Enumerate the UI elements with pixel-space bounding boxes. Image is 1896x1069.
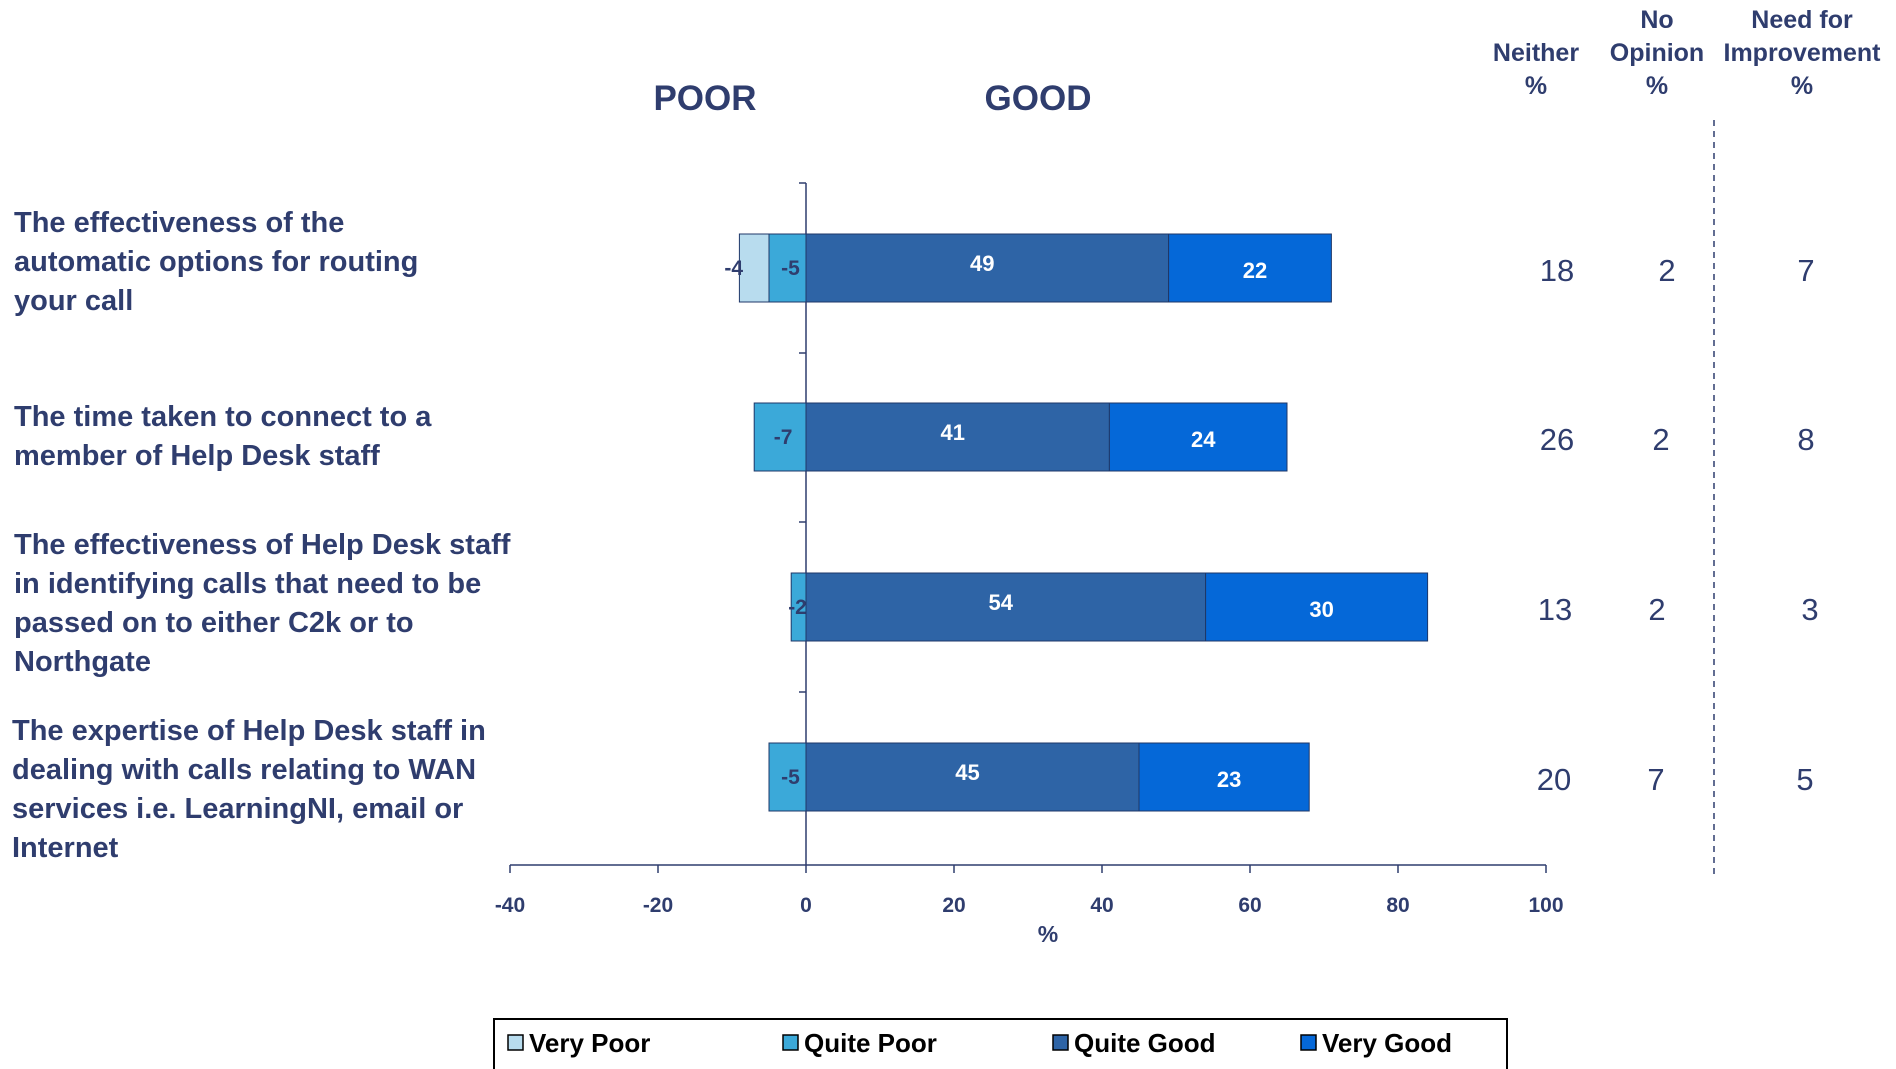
bar-value-label: 30	[1309, 597, 1333, 622]
chart-headers: POOR GOOD	[653, 79, 1091, 118]
legend-label: Very Good	[1322, 1028, 1452, 1058]
extra-column-header: %	[1525, 72, 1547, 100]
bar-value-label: 22	[1243, 258, 1267, 283]
category-labels: The effectiveness of the automatic option…	[12, 207, 511, 864]
legend-label: Very Poor	[529, 1028, 650, 1058]
bar-value-label: 54	[989, 590, 1014, 615]
x-tick-label: 40	[1090, 894, 1113, 917]
bar-segment	[1205, 572, 1429, 642]
legend-swatch	[1052, 1034, 1069, 1051]
header-good: GOOD	[985, 79, 1092, 118]
category-label-line: dealing with calls relating to WAN	[12, 754, 476, 786]
bar-value-label: -5	[781, 766, 800, 789]
extra-column-header: Need for	[1751, 6, 1853, 34]
bar-value-label: -7	[774, 426, 793, 449]
extra-column-value: 5	[1796, 762, 1813, 797]
extra-column-value: 2	[1652, 422, 1669, 457]
x-axis-label: %	[1038, 921, 1058, 947]
category-label-line: The time taken to connect to a	[14, 401, 432, 433]
category-label-line: The effectiveness of Help Desk staff	[14, 529, 511, 561]
extra-column-header: Neither	[1493, 39, 1579, 67]
category-label-line: The expertise of Help Desk staff in	[12, 715, 486, 747]
extra-column-value: 13	[1538, 592, 1572, 627]
legend-swatch	[782, 1034, 799, 1051]
category-label-line: services i.e. LearningNI, email or	[12, 793, 463, 825]
bar-segment	[768, 233, 807, 303]
extra-column-header: Improvement	[1724, 39, 1882, 67]
extra-column-header: No	[1640, 6, 1673, 34]
bar-segment	[738, 233, 770, 303]
x-tick-label: 80	[1386, 894, 1409, 917]
bar-value-label: -2	[788, 596, 807, 619]
category-label-line: member of Help Desk staff	[14, 440, 380, 472]
bar-segment	[805, 742, 1140, 812]
bar-value-label: 24	[1191, 427, 1216, 452]
legend-label: Quite Good	[1074, 1028, 1216, 1058]
legend: Very Poor Quite Poor Quite Good Very Good	[493, 1018, 1508, 1069]
bars: -5 -4 49 22 -7 41 24 -2 54 30 -5 45 23	[724, 233, 1429, 812]
x-tick-label: 20	[942, 894, 965, 917]
category-label: The time taken to connect to a member of …	[14, 401, 432, 472]
category-label-line: passed on to either C2k or to	[14, 607, 414, 639]
extra-column-value: 2	[1658, 253, 1675, 288]
category-label-line: Internet	[12, 832, 119, 864]
category-label: The effectiveness of Help Desk staff in i…	[14, 529, 511, 678]
bar-segment	[805, 402, 1110, 472]
bar-segment	[1108, 402, 1288, 472]
bar-segment	[805, 233, 1170, 303]
extra-column-value: 7	[1797, 253, 1814, 288]
x-axis: -40 -20 0 20 40 60 80 100%	[495, 182, 1564, 947]
extra-column-header: %	[1646, 72, 1668, 100]
category-label-line: The effectiveness of the	[14, 207, 344, 239]
legend-swatch	[507, 1034, 524, 1051]
category-label-line: automatic options for routing	[14, 246, 418, 278]
extra-column-value: 20	[1537, 762, 1571, 797]
bar-value-label: 49	[970, 251, 994, 276]
bar-value-label: 23	[1217, 767, 1241, 792]
bar-value-label: 45	[955, 760, 979, 785]
extra-column-header: Opinion	[1610, 39, 1704, 67]
legend-swatch	[1300, 1034, 1317, 1051]
x-tick-label: 0	[800, 894, 812, 917]
header-poor: POOR	[653, 79, 756, 118]
extra-columns: Neither% No Opinion% Need for Improvement% 18…	[1493, 6, 1881, 876]
legend-label: Quite Poor	[804, 1028, 937, 1058]
legend-box	[493, 1018, 1508, 1069]
extra-column-value: 8	[1797, 422, 1814, 457]
bar-segment	[1138, 742, 1310, 812]
category-label-line: in identifying calls that need to be	[14, 568, 481, 600]
extra-column-value: 18	[1540, 253, 1574, 288]
extra-column-header: %	[1791, 72, 1813, 100]
x-tick-label: -40	[495, 894, 525, 917]
extra-column-value: 2	[1648, 592, 1665, 627]
category-label: The expertise of Help Desk staff in deali…	[12, 715, 486, 864]
bar-value-label: -5	[781, 257, 800, 280]
extra-column-value: 7	[1647, 762, 1664, 797]
bar-value-label: 41	[940, 420, 964, 445]
category-label-line: Northgate	[14, 646, 151, 678]
x-tick-label: 60	[1238, 894, 1261, 917]
bar-value-label: -4	[724, 257, 743, 280]
bar-segment	[1168, 233, 1332, 303]
extra-column-value: 3	[1801, 592, 1818, 627]
bar-segment	[753, 402, 807, 472]
extra-column-value: 26	[1540, 422, 1574, 457]
category-label: The effectiveness of the automatic option…	[14, 207, 418, 317]
x-tick-label: -20	[643, 894, 673, 917]
x-tick-label: 100	[1528, 894, 1563, 917]
category-label-line: your call	[14, 285, 133, 317]
